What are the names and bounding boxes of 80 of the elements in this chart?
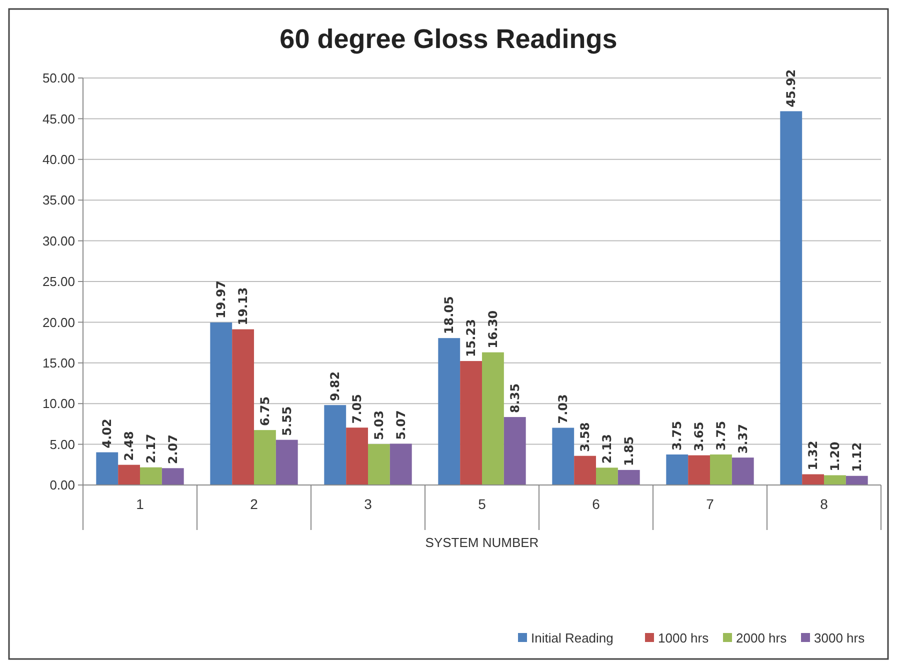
y-tick-label: 5.00 — [50, 436, 75, 452]
x-tick-label: 1 — [136, 496, 144, 512]
data-label: 3.75 — [670, 420, 684, 450]
bar — [118, 464, 140, 485]
bar — [780, 111, 802, 485]
bar — [618, 470, 640, 485]
data-label: 16.30 — [486, 310, 500, 348]
y-tick-label: 40.00 — [42, 152, 75, 167]
bar — [346, 428, 368, 485]
data-label: 3.58 — [578, 422, 592, 452]
y-tick-label: 50.00 — [42, 70, 75, 86]
bar — [162, 468, 184, 485]
bar — [324, 405, 346, 485]
bar — [438, 338, 460, 485]
data-label: 3.65 — [692, 422, 706, 452]
y-tick-label: 25.00 — [42, 274, 75, 290]
x-tick-label: 5 — [478, 496, 486, 512]
data-label: 1.20 — [828, 442, 842, 472]
data-label: 2.17 — [144, 434, 158, 464]
bar — [276, 440, 298, 485]
data-label: 8.35 — [508, 383, 522, 414]
x-tick-label: 2 — [250, 496, 258, 512]
data-label: 15.23 — [464, 319, 478, 358]
bar — [232, 329, 254, 485]
data-label: 7.03 — [556, 394, 570, 424]
legend-label: 2000 hrs — [736, 630, 788, 646]
x-tick-label: 8 — [820, 496, 828, 512]
bar — [846, 476, 868, 485]
data-label: 1.85 — [622, 436, 636, 466]
bar — [666, 454, 688, 485]
legend-label: 1000 hrs — [658, 630, 710, 646]
y-tick-label: 35.00 — [42, 192, 75, 208]
data-label: 1.32 — [806, 440, 820, 470]
bar — [96, 452, 118, 485]
bar — [710, 454, 732, 485]
y-tick-label: 10.00 — [42, 396, 75, 412]
bar — [482, 352, 504, 485]
data-label: 5.07 — [394, 410, 408, 440]
data-label: 5.03 — [372, 410, 386, 440]
bar — [504, 417, 526, 485]
data-label: 19.97 — [214, 280, 228, 318]
data-label: 4.02 — [100, 418, 114, 448]
data-label: 1.12 — [850, 442, 864, 472]
bar — [460, 361, 482, 485]
y-tick-label: 45.00 — [42, 111, 75, 126]
x-tick-label: 3 — [364, 496, 372, 512]
bar — [574, 456, 596, 485]
chart-title: 60 degree Gloss Readings — [280, 24, 618, 54]
data-label: 2.13 — [600, 434, 614, 464]
bar — [390, 444, 412, 485]
bar — [210, 322, 232, 485]
data-label: 3.75 — [714, 420, 728, 450]
data-label: 45.92 — [784, 69, 798, 108]
data-label: 2.48 — [122, 431, 136, 461]
y-tick-label: 20.00 — [42, 314, 75, 330]
data-label: 6.75 — [258, 396, 272, 426]
data-label: 9.82 — [328, 371, 342, 402]
bar — [254, 430, 276, 485]
legend-label: Initial Reading — [531, 630, 614, 646]
bar — [824, 475, 846, 485]
x-axis-title: SYSTEM NUMBER — [425, 535, 539, 550]
y-tick-label: 30.00 — [42, 233, 75, 248]
bar — [732, 458, 754, 485]
y-tick-label: 15.00 — [42, 355, 75, 370]
bar — [688, 455, 710, 485]
bar — [802, 474, 824, 485]
y-tick-label: 0.00 — [50, 478, 75, 493]
data-label: 3.37 — [736, 424, 750, 454]
legend-label: 3000 hrs — [814, 630, 866, 646]
data-label: 5.55 — [280, 406, 294, 436]
data-label: 7.05 — [350, 394, 364, 424]
x-tick-label: 7 — [706, 496, 714, 512]
data-label: 19.13 — [236, 287, 250, 326]
bar — [140, 467, 162, 485]
data-label: 2.07 — [166, 434, 180, 464]
x-tick-label: 6 — [592, 496, 600, 512]
bar — [552, 428, 574, 485]
bar — [368, 444, 390, 485]
bar — [596, 468, 618, 485]
data-label: 18.05 — [442, 296, 456, 334]
